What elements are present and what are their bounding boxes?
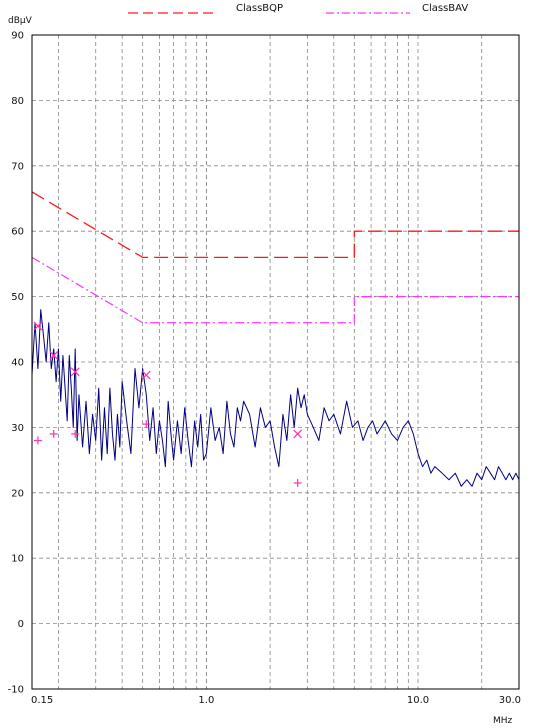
series-group <box>31 191 520 487</box>
x-tick-label: 30.0 <box>499 695 521 706</box>
qp-marker <box>49 351 59 360</box>
av-marker <box>33 436 42 445</box>
y-tick-label: -10 <box>8 685 24 696</box>
av-marker <box>293 478 302 487</box>
y-tick-label: 10 <box>11 554 24 565</box>
y-tick-label: 90 <box>11 31 24 42</box>
qp-marker <box>141 370 151 380</box>
y-tick-label: 40 <box>11 358 24 369</box>
y-tick-label: 60 <box>11 227 24 238</box>
y-tick-label: 0 <box>18 619 24 630</box>
av-marker <box>49 429 58 438</box>
x-tick-label: 10.0 <box>407 695 429 706</box>
y-axis-ticks: 90 80 70 60 50 40 30 20 10 0 -10 <box>8 31 24 696</box>
limit-line-av <box>31 256 519 324</box>
x-tick-label: 1.0 <box>198 695 214 706</box>
x-unit-label: MHz <box>493 716 513 726</box>
qp-marker <box>70 367 80 377</box>
y-tick-label: 70 <box>11 161 24 172</box>
y-tick-label: 30 <box>11 423 24 434</box>
legend-qp-label: ClassBQP <box>236 3 283 14</box>
x-axis-ticks: 0.15 1.0 10.0 30.0 <box>31 695 521 706</box>
legend: ClassBQP ClassBAV <box>128 3 468 14</box>
y-tick-label: 50 <box>11 292 24 303</box>
plot-frame <box>31 34 520 690</box>
limit-line-qp <box>31 191 519 259</box>
y-tick-label: 80 <box>11 96 24 107</box>
qp-marker <box>33 321 43 331</box>
legend-av-label: ClassBAV <box>422 3 468 14</box>
av-marker <box>142 420 151 429</box>
qp-marker <box>293 429 303 439</box>
y-tick-label: 20 <box>11 488 24 499</box>
y-unit-label: dBµV <box>8 16 33 26</box>
x-tick-label: 0.15 <box>31 695 53 706</box>
grid <box>32 34 519 690</box>
av-marker <box>71 429 80 438</box>
markers-group <box>33 321 303 487</box>
measured-trace <box>31 309 520 487</box>
